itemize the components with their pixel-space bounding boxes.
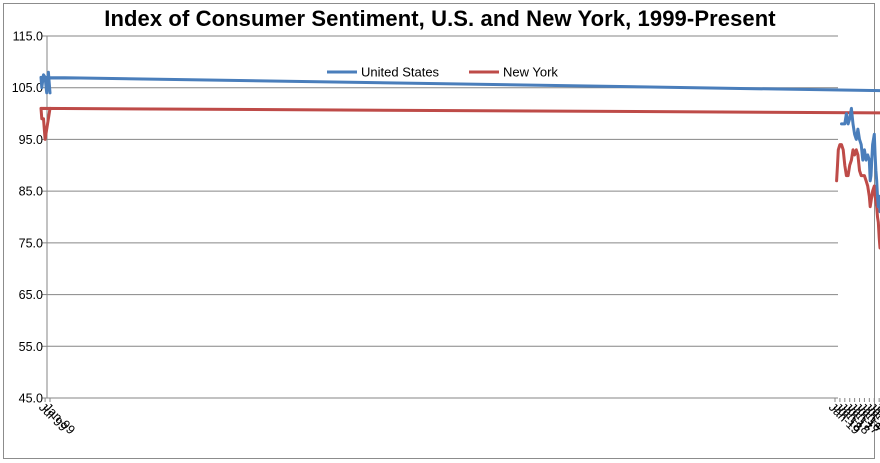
chart-title: Index of Consumer Sentiment, U.S. and Ne… xyxy=(104,6,776,31)
y-tick-label: 45.0 xyxy=(19,392,43,406)
y-tick-label: 55.0 xyxy=(19,340,43,354)
y-tick-label: 115.0 xyxy=(13,30,43,44)
gridlines xyxy=(42,35,838,399)
y-tick-label: 105.0 xyxy=(12,81,43,95)
series-lines xyxy=(39,70,880,250)
y-tick-label: 65.0 xyxy=(19,288,43,302)
series-line-new-york xyxy=(39,106,880,250)
legend-label: United States xyxy=(361,65,440,80)
y-tick-labels: 45.0 55.0 65.0 75.0 85.0 95.0 105.0 115.0 xyxy=(12,30,43,406)
legend: United States New York xyxy=(327,65,558,80)
axes xyxy=(46,36,838,399)
y-tick-label: 85.0 xyxy=(19,185,43,199)
y-tick-label: 95.0 xyxy=(19,133,43,147)
series-line-united-states xyxy=(39,70,880,214)
legend-label: New York xyxy=(503,65,558,80)
y-tick-label: 75.0 xyxy=(19,236,43,250)
x-tick-labels: Jan-99Jul-99Jan-00Jul-00Jan-01Jul-01Jan-… xyxy=(36,398,880,437)
